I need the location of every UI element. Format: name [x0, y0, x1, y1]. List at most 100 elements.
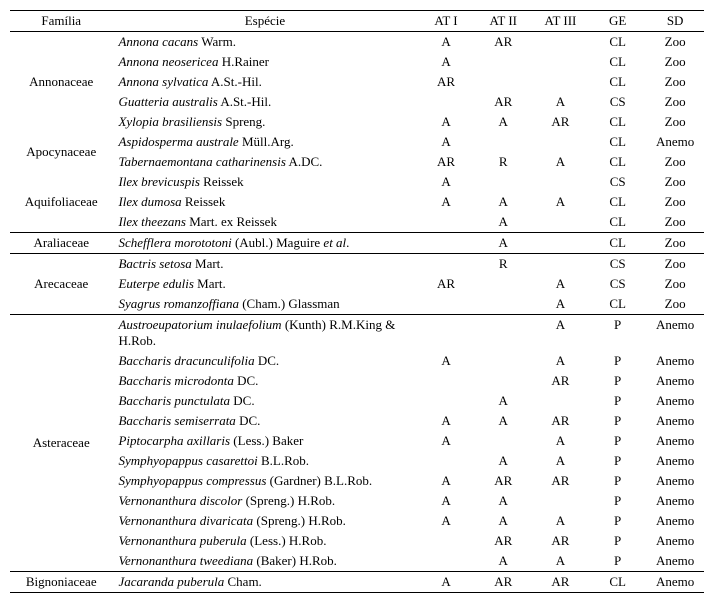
val-sd: Zoo	[646, 172, 704, 192]
val-at1: A	[417, 192, 474, 212]
val-sd: Zoo	[646, 52, 704, 72]
species-cell: Baccharis semiserrata DC.	[112, 411, 417, 431]
val-at2: A	[475, 391, 532, 411]
val-at3	[532, 233, 589, 254]
table-row: AsteraceaeAustroeupatorium inulaefolium …	[10, 315, 704, 352]
val-at3: A	[532, 511, 589, 531]
val-at1: A	[417, 431, 474, 451]
val-ge: CL	[589, 294, 646, 315]
val-at3	[532, 72, 589, 92]
val-ge: P	[589, 471, 646, 491]
val-at1	[417, 531, 474, 551]
val-at1: A	[417, 411, 474, 431]
val-at2	[475, 294, 532, 315]
val-sd: Zoo	[646, 112, 704, 132]
val-at1	[417, 371, 474, 391]
val-sd: Anemo	[646, 471, 704, 491]
species-cell: Schefflera morototoni (Aubl.) Maguire et…	[112, 233, 417, 254]
val-ge: CL	[589, 132, 646, 152]
val-at3: A	[532, 551, 589, 572]
val-at1: AR	[417, 72, 474, 92]
val-ge: P	[589, 511, 646, 531]
table-row: Guatteria australis A.St.-Hil.ARACSZoo	[10, 92, 704, 112]
val-at3	[532, 212, 589, 233]
val-sd: Anemo	[646, 511, 704, 531]
table-row: Xylopia brasiliensis Spreng.AAARCLZoo	[10, 112, 704, 132]
val-at3: A	[532, 92, 589, 112]
val-at1	[417, 233, 474, 254]
species-cell: Bactris setosa Mart.	[112, 254, 417, 275]
val-ge: P	[589, 531, 646, 551]
val-ge: CS	[589, 172, 646, 192]
val-ge: CS	[589, 254, 646, 275]
val-ge: CL	[589, 112, 646, 132]
val-ge: P	[589, 391, 646, 411]
val-sd: Anemo	[646, 551, 704, 572]
table-row: Ilex theezans Mart. ex ReissekACLZoo	[10, 212, 704, 233]
species-cell: Annona cacans Warm.	[112, 32, 417, 53]
val-at2	[475, 371, 532, 391]
col-sd: SD	[646, 11, 704, 32]
species-cell: Baccharis punctulata DC.	[112, 391, 417, 411]
val-at3: A	[532, 192, 589, 212]
family-cell: Apocynaceae	[10, 132, 112, 172]
col-especie: Espécie	[112, 11, 417, 32]
val-ge: P	[589, 431, 646, 451]
val-at3: A	[532, 294, 589, 315]
val-at1: AR	[417, 274, 474, 294]
val-at3: AR	[532, 572, 589, 593]
val-at1: A	[417, 32, 474, 53]
val-sd: Zoo	[646, 152, 704, 172]
val-at3: A	[532, 431, 589, 451]
species-cell: Symphyopappus casarettoi B.L.Rob.	[112, 451, 417, 471]
val-ge: P	[589, 315, 646, 352]
val-at2: AR	[475, 92, 532, 112]
species-cell: Aspidosperma australe Müll.Arg.	[112, 132, 417, 152]
val-sd: Zoo	[646, 274, 704, 294]
val-at1	[417, 315, 474, 352]
val-sd: Zoo	[646, 32, 704, 53]
species-cell: Ilex theezans Mart. ex Reissek	[112, 212, 417, 233]
val-at1: A	[417, 112, 474, 132]
val-sd: Zoo	[646, 192, 704, 212]
val-ge: CS	[589, 92, 646, 112]
species-cell: Xylopia brasiliensis Spreng.	[112, 112, 417, 132]
table-row: Ilex dumosa ReissekAAACLZoo	[10, 192, 704, 212]
val-ge: P	[589, 371, 646, 391]
table-row: Vernonanthura discolor (Spreng.) H.Rob.A…	[10, 491, 704, 511]
val-at1: A	[417, 511, 474, 531]
species-cell: Symphyopappus compressus (Gardner) B.L.R…	[112, 471, 417, 491]
val-at2: A	[475, 233, 532, 254]
table-row: ArecaceaeBactris setosa Mart.RCSZoo	[10, 254, 704, 275]
table-row: Syagrus romanzoffiana (Cham.) Glassman AC…	[10, 294, 704, 315]
val-ge: P	[589, 491, 646, 511]
val-at1: A	[417, 52, 474, 72]
val-at2: AR	[475, 572, 532, 593]
species-cell: Vernonanthura tweediana (Baker) H.Rob.	[112, 551, 417, 572]
val-at3	[532, 491, 589, 511]
table-row: Tabernaemontana catharinensis A.DC.ARRAC…	[10, 152, 704, 172]
val-ge: CL	[589, 192, 646, 212]
val-ge: P	[589, 411, 646, 431]
val-sd: Anemo	[646, 451, 704, 471]
species-cell: Piptocarpha axillaris (Less.) Baker	[112, 431, 417, 451]
table-row: AraliaceaeSchefflera morototoni (Aubl.) …	[10, 233, 704, 254]
val-at1	[417, 92, 474, 112]
val-at1	[417, 391, 474, 411]
species-cell: Syagrus romanzoffiana (Cham.) Glassman	[112, 294, 417, 315]
table-row: Symphyopappus compressus (Gardner) B.L.R…	[10, 471, 704, 491]
val-at3	[532, 32, 589, 53]
val-at3: AR	[532, 411, 589, 431]
species-cell: Tabernaemontana catharinensis A.DC.	[112, 152, 417, 172]
val-at2: A	[475, 451, 532, 471]
table-row: Euterpe edulis Mart.ARACSZoo	[10, 274, 704, 294]
species-cell: Austroeupatorium inulaefolium (Kunth) R.…	[112, 315, 417, 352]
val-sd: Anemo	[646, 431, 704, 451]
species-cell: Jacaranda puberula Cham.	[112, 572, 417, 593]
header-row: Família Espécie AT I AT II AT III GE SD	[10, 11, 704, 32]
val-at2	[475, 431, 532, 451]
val-at1: A	[417, 132, 474, 152]
species-cell: Vernonanthura puberula (Less.) H.Rob.	[112, 531, 417, 551]
table-row: Piptocarpha axillaris (Less.) BakerAAPAn…	[10, 431, 704, 451]
val-at1: A	[417, 351, 474, 371]
